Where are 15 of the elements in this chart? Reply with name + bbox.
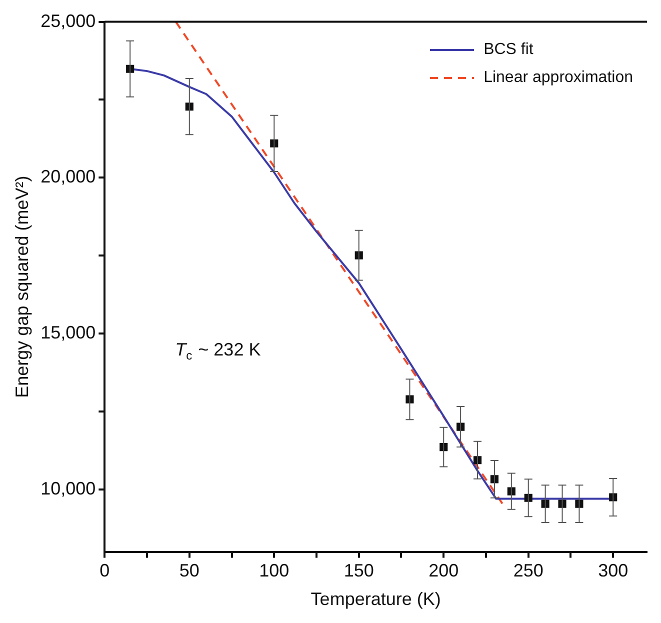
x-tick-label: 200 bbox=[428, 560, 459, 581]
x-tick-label: 150 bbox=[344, 560, 374, 581]
x-tick-label: 300 bbox=[598, 560, 628, 581]
y-tick-label: 10,000 bbox=[40, 478, 96, 498]
y-axis-title: Energy gap squared (meV²) bbox=[12, 176, 32, 398]
y-tick-label: 25,000 bbox=[40, 10, 96, 31]
x-tick-label: 250 bbox=[513, 560, 544, 581]
y-tick-label: 20,000 bbox=[40, 166, 96, 187]
legend-label: BCS fit bbox=[484, 40, 534, 60]
x-tick-label: 0 bbox=[100, 560, 110, 581]
y-tick-label: 15,000 bbox=[40, 322, 96, 343]
x-tick-label: 50 bbox=[179, 560, 200, 581]
x-tick-label: 100 bbox=[259, 560, 290, 581]
legend-label: Linear approximation bbox=[484, 68, 633, 88]
x-axis-title: Temperature (K) bbox=[310, 589, 441, 610]
